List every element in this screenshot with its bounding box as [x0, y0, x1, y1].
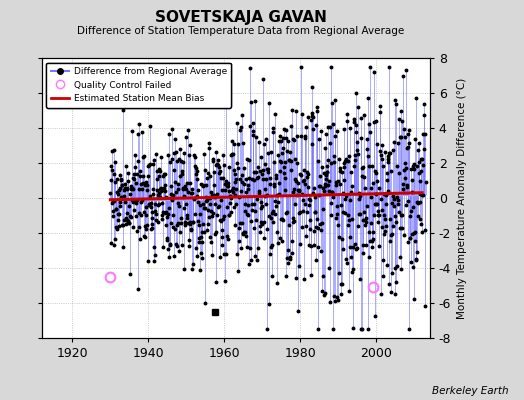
Text: Difference of Station Temperature Data from Regional Average: Difference of Station Temperature Data f…	[78, 26, 405, 36]
Y-axis label: Monthly Temperature Anomaly Difference (°C): Monthly Temperature Anomaly Difference (…	[457, 77, 467, 319]
Legend: Difference from Regional Average, Quality Control Failed, Estimated Station Mean: Difference from Regional Average, Qualit…	[47, 62, 231, 108]
Text: SOVETSKAJA GAVAN: SOVETSKAJA GAVAN	[155, 10, 327, 25]
Text: Berkeley Earth: Berkeley Earth	[432, 386, 508, 396]
